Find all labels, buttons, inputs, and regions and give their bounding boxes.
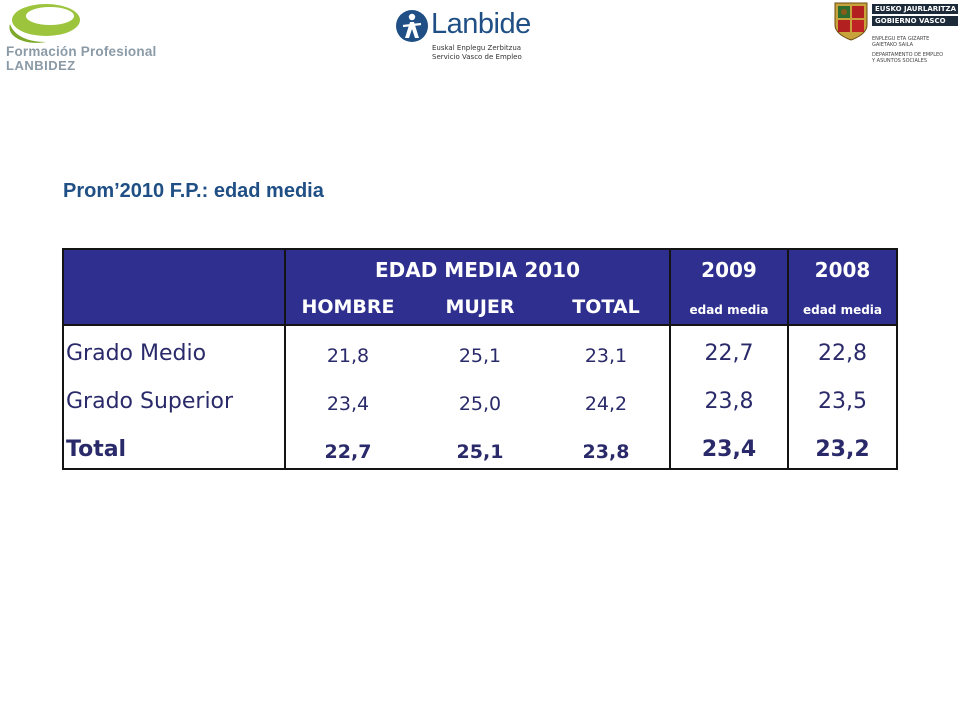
table-divider-label [284,248,286,470]
table-divider-2009 [787,248,789,470]
cell-grado-medio-2009: 22,7 [704,341,754,366]
table-border-left [62,248,64,470]
cell-grado-superior-total: 24,2 [584,393,628,415]
cell-grado-medio-2008: 22,8 [818,341,867,366]
row-label-total: Total [66,437,127,462]
cell-grado-superior-2009: 23,8 [704,389,754,414]
header-year-2009: 2009 [701,258,757,282]
slide-title: Prom’2010 F.P.: edad media [63,180,324,202]
gobierno-vasco-label: GOBIERNO VASCO [872,16,958,26]
table-header-background [62,248,898,325]
cell-grado-superior-mujer: 25,0 [458,393,502,415]
formacion-profesional-logo: Formación Profesional LANBIDEZ [4,2,179,73]
table-header-separator [62,324,898,326]
cell-grado-medio-mujer: 25,1 [458,345,502,367]
table-border-bottom [62,468,898,470]
edad-media-table: EDAD MEDIA 2010 2009 2008 HOMBRE MUJER T… [62,248,898,470]
row-label-grado-superior: Grado Superior [66,389,234,414]
lanbidez-text: LANBIDEZ [6,58,76,73]
gobierno-vasco-logo: EUSKO JAURLARITZA GOBIERNO VASCO ENPLEGU… [832,0,960,70]
cell-total-total: 23,8 [582,441,630,463]
basque-coat-of-arms-icon [834,2,868,41]
cell-grado-medio-total: 23,1 [584,345,628,367]
header-mujer: MUJER [445,296,515,318]
cell-total-2008: 23,2 [815,437,870,462]
table-border-top [62,248,898,250]
cell-total-hombre: 22,7 [324,441,372,463]
formacion-profesional-text: Formación Profesional [6,44,157,59]
dept-eu-line1: ENPLEGU ETA GIZARTE [872,36,930,42]
cell-grado-superior-2008: 23,5 [818,389,867,414]
lanbide-wordmark: Lanbide [431,8,531,40]
cell-grado-medio-hombre: 21,8 [326,345,370,367]
table-border-right [896,248,898,470]
cell-total-mujer: 25,1 [456,441,504,463]
lanbide-subtitle-eu: Euskal Enplegu Zerbitzua [432,44,522,52]
lanbide-logo: Lanbide Euskal Enplegu Zerbitzua Servici… [395,6,535,66]
lanbide-figure-logo-icon [396,10,428,42]
dept-es-line1: DEPARTAMENTO DE EMPLEO [872,52,944,58]
eusko-jaurlaritza-label: EUSKO JAURLARITZA [872,4,958,14]
cell-total-2009: 23,4 [701,437,757,462]
lanbide-subtitle-es: Servicio Vasco de Empleo [432,53,522,61]
cell-grado-superior-hombre: 23,4 [326,393,370,415]
dept-eu-line2: GAIETAKO SAILA [872,42,914,48]
green-leaf-logo-icon [9,4,80,43]
header-edad-media-2009: edad media [689,303,769,317]
row-label-grado-medio: Grado Medio [66,341,207,366]
header-hombre: HOMBRE [301,296,395,318]
header-total: TOTAL [572,296,640,318]
header-edad-media-2010: EDAD MEDIA 2010 [374,258,581,282]
header-year-2008: 2008 [814,258,871,282]
header-edad-media-2008: edad media [802,303,883,317]
table-divider-2010 [669,248,671,470]
dept-es-line2: Y ASUNTOS SOCIALES [872,58,928,64]
